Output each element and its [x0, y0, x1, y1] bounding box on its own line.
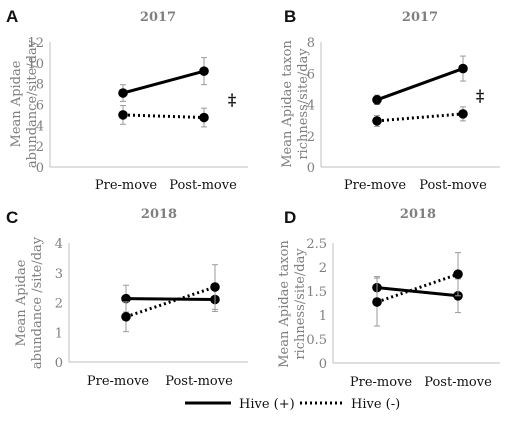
- y-tick-label: 8: [307, 36, 315, 51]
- x-category-label: Post-move: [419, 178, 487, 193]
- legend: Hive (+) Hive (-): [185, 397, 400, 412]
- x-category-label: Post-move: [424, 375, 492, 390]
- legend-label-hive-plus: Hive (+): [239, 397, 295, 412]
- y-tick-label: 2: [307, 130, 315, 145]
- y-axis-label-line-1: Mean Apidae taxon: [277, 240, 292, 368]
- panel-a: A 2017 Mean Apidae abundance/site/day 0 2…: [6, 7, 248, 193]
- series-line-hive_plus: [376, 67, 464, 102]
- panel-letter: C: [6, 208, 18, 227]
- x-category-label: Pre-move: [350, 375, 413, 390]
- data-point-hive_plus: [458, 63, 468, 74]
- data-point-hive_minus: [372, 116, 382, 126]
- significance-mark: ‡: [476, 86, 484, 105]
- series-line-hive_minus: [376, 112, 464, 123]
- y-axis-label-line-2: abundance/site/day: [25, 39, 40, 168]
- chart-title: 2017: [140, 10, 176, 25]
- series-line-hive_plus: [376, 286, 459, 298]
- y-tick-label: 4: [307, 99, 315, 114]
- data-point-hive_minus: [372, 297, 382, 307]
- data-point-hive_minus: [210, 282, 220, 292]
- data-point-hive_minus: [458, 109, 468, 119]
- y-tick-label: 0: [319, 357, 327, 372]
- data-point-hive_minus: [199, 112, 209, 123]
- y-tick-label: 8: [36, 78, 44, 93]
- plot-area: 0 2 4 6 8: [307, 36, 500, 176]
- data-point-hive_minus: [118, 110, 128, 120]
- y-tick-label: 4: [55, 237, 63, 252]
- plot-area: 0 2 4 6 8 10 12: [27, 36, 248, 176]
- data-point-hive_plus: [121, 293, 131, 304]
- y-tick-label: 6: [307, 67, 315, 82]
- y-tick-label: 3: [55, 267, 63, 282]
- plot-area: 0 1 2 3 4: [55, 237, 248, 371]
- panel-b: B 2017 Mean Apidae taxon richness/site/d…: [280, 7, 500, 193]
- y-axis-label-line-2: richness/site/day: [293, 248, 308, 360]
- y-tick-label: 2.5: [306, 237, 327, 252]
- series-line-hive_plus: [122, 69, 205, 95]
- legend-label-hive-minus: Hive (-): [351, 397, 400, 412]
- y-tick-label: 10: [27, 57, 44, 72]
- x-category-label: Pre-move: [344, 178, 407, 193]
- y-axis-label-line-2: richness/site/day: [296, 48, 311, 160]
- data-point-hive_plus: [372, 95, 382, 105]
- y-tick-label: 6: [36, 99, 44, 114]
- y-tick-label: 2: [55, 297, 63, 312]
- y-tick-label: 4: [36, 119, 44, 134]
- panel-letter: B: [284, 7, 296, 26]
- y-tick-label: 0.5: [306, 333, 327, 348]
- y-tick-label: 2: [36, 140, 44, 155]
- data-point-hive_plus: [118, 88, 128, 98]
- x-category-label: Pre-move: [95, 178, 158, 193]
- chart-title: 2018: [400, 207, 436, 222]
- panel-letter: D: [284, 208, 296, 227]
- y-tick-label: 1: [55, 326, 63, 341]
- y-axis-label-line-1: Mean Apidae: [9, 60, 24, 147]
- y-axis-label-line-2: abundance /site/day: [30, 236, 45, 369]
- y-tick-label: 0: [36, 161, 44, 176]
- x-category-label: Post-move: [169, 178, 237, 193]
- y-tick-label: 1.5: [306, 285, 327, 300]
- significance-mark: ‡: [228, 90, 236, 109]
- y-axis-label-line-1: Mean Apidae: [14, 259, 29, 346]
- panel-letter: A: [6, 7, 18, 26]
- y-tick-label: 0: [307, 161, 315, 176]
- plot-area: 0 0.5 1 1.5 2 2.5: [306, 237, 500, 372]
- x-category-label: Pre-move: [87, 374, 150, 389]
- data-point-hive_plus: [199, 66, 209, 76]
- data-point-hive_minus: [121, 311, 131, 322]
- y-tick-label: 0: [55, 356, 63, 371]
- x-category-label: Post-move: [165, 374, 233, 389]
- y-tick-label: 2: [319, 261, 327, 276]
- y-tick-label: 12: [27, 36, 44, 51]
- data-point-hive_minus: [453, 269, 463, 280]
- panel-d: D 2018 Mean Apidae taxon richness/site/d…: [277, 207, 500, 390]
- panel-c: C 2018 Mean Apidae abundance /site/day 0…: [6, 207, 248, 389]
- y-axis-label-line-1: Mean Apidae taxon: [280, 40, 295, 168]
- chart-title: 2018: [141, 207, 177, 222]
- series-line-hive_minus: [125, 285, 216, 319]
- series-line-hive_plus: [125, 297, 216, 302]
- series-line-hive_minus: [376, 272, 459, 304]
- series-line-hive_minus: [122, 113, 205, 120]
- y-tick-label: 1: [319, 309, 327, 324]
- chart-title: 2017: [402, 10, 438, 25]
